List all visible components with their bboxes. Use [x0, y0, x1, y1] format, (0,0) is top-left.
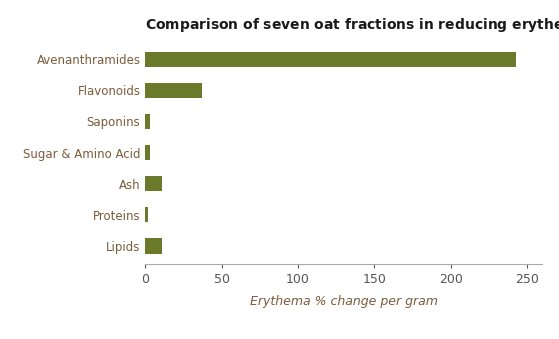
Bar: [145, 145, 150, 160]
X-axis label: Erythema % change per gram: Erythema % change per gram: [250, 295, 438, 308]
Bar: [145, 176, 162, 192]
Text: Comparison of seven oat fractions in reducing erythema$^{10}$: Comparison of seven oat fractions in red…: [145, 14, 559, 36]
Bar: [145, 207, 148, 222]
Bar: [145, 83, 202, 98]
Bar: [145, 114, 150, 129]
Bar: [145, 238, 162, 254]
Bar: [145, 52, 517, 67]
